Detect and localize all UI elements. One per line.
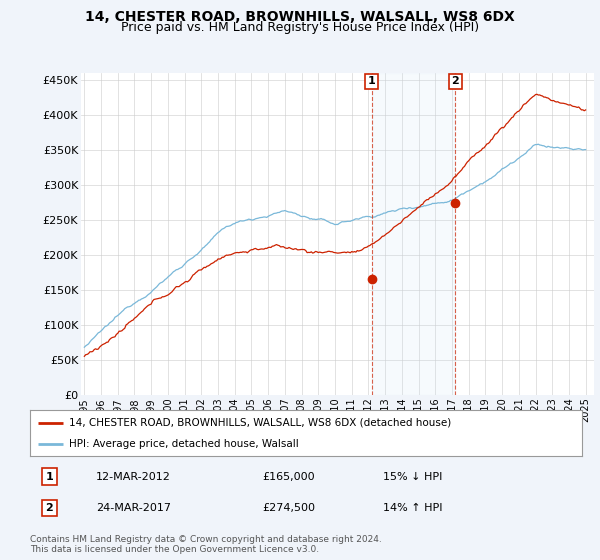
Text: Price paid vs. HM Land Registry's House Price Index (HPI): Price paid vs. HM Land Registry's House …: [121, 21, 479, 34]
Text: 1: 1: [368, 76, 376, 86]
Text: £274,500: £274,500: [262, 503, 315, 513]
Text: Contains HM Land Registry data © Crown copyright and database right 2024.
This d: Contains HM Land Registry data © Crown c…: [30, 535, 382, 554]
Text: 2: 2: [451, 76, 459, 86]
Text: 24-MAR-2017: 24-MAR-2017: [96, 503, 171, 513]
Text: 14, CHESTER ROAD, BROWNHILLS, WALSALL, WS8 6DX: 14, CHESTER ROAD, BROWNHILLS, WALSALL, W…: [85, 10, 515, 24]
Text: 12-MAR-2012: 12-MAR-2012: [96, 472, 171, 482]
Text: 2: 2: [46, 503, 53, 513]
Text: 1: 1: [46, 472, 53, 482]
Text: HPI: Average price, detached house, Walsall: HPI: Average price, detached house, Wals…: [68, 439, 298, 449]
Text: 14% ↑ HPI: 14% ↑ HPI: [383, 503, 443, 513]
Bar: [372, 73, 455, 395]
Text: £165,000: £165,000: [262, 472, 314, 482]
Text: 14, CHESTER ROAD, BROWNHILLS, WALSALL, WS8 6DX (detached house): 14, CHESTER ROAD, BROWNHILLS, WALSALL, W…: [68, 418, 451, 428]
Text: 15% ↓ HPI: 15% ↓ HPI: [383, 472, 443, 482]
